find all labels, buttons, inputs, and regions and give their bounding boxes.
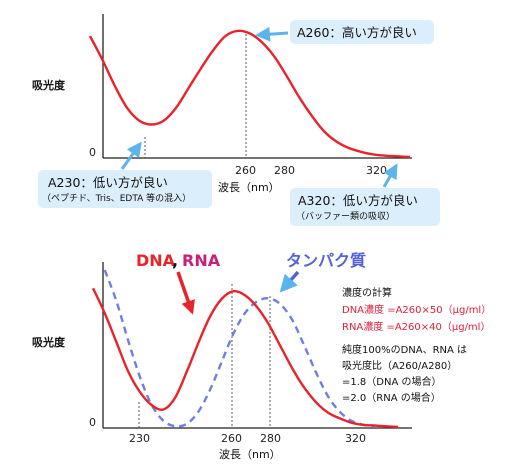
a230-arrow (120, 141, 142, 170)
note-purity-1: 純度100%のDNA、RNA は (342, 343, 467, 356)
panel1-tick-280: 280 (274, 164, 295, 177)
a320-arrow (382, 163, 398, 188)
a230-callout-subtext: （ペプチド、Tris、EDTA 等の混入） (42, 192, 191, 204)
legend-dna-arrow (176, 271, 195, 315)
legend-rna: RNA (182, 251, 221, 270)
panel2-dna-rna-curve (91, 287, 399, 429)
legend-protein-arrow (279, 270, 300, 293)
note-rna: RNA濃度 =A260×40（μg/ml） (342, 320, 490, 333)
panel2-tick-280: 280 (260, 432, 281, 445)
a260-callout-text: A260：高い方が良い (297, 25, 417, 40)
legend-dna: DNA (136, 251, 176, 270)
panel2-protein-curve (103, 269, 375, 429)
panel1-y-label: 吸光度 (32, 78, 66, 92)
note-purity-4: =2.0（RNA の場合） (342, 391, 441, 404)
a230-callout (38, 170, 212, 208)
a260-callout (290, 20, 434, 44)
panel2-x-label: 波長（nm） (219, 448, 281, 461)
panel1-tick-320: 320 (366, 164, 387, 177)
a320-callout-text: A320：低い方が良い (298, 193, 418, 208)
panel-2: 吸光度 0 230 260 280 320 波長（nm） DNA , RNA タ… (32, 251, 491, 461)
note-purity-3: =1.8（DNA の場合） (342, 375, 441, 388)
legend-protein: タンパク質 (286, 251, 366, 270)
panel2-tick-230: 230 (129, 432, 150, 445)
panel1-tick-260: 260 (235, 164, 256, 177)
panel1-x-label: 波長（nm） (218, 181, 280, 194)
panel1-absorbance-curve (88, 29, 411, 159)
panel1-y-zero: 0 (89, 146, 96, 159)
a260-arrow (255, 26, 289, 42)
a320-callout (290, 188, 440, 226)
legend-comma: , (172, 251, 178, 270)
panel2-y-label: 吸光度 (32, 335, 66, 349)
panel2-y-zero: 0 (89, 416, 96, 429)
panel2-tick-320: 320 (345, 432, 366, 445)
note-dna: DNA濃度 =A260×50（μg/ml） (342, 303, 491, 316)
note-purity-2: 吸光度比（A260/A280） (342, 359, 457, 372)
a230-callout-text: A230：低い方が良い (48, 175, 168, 190)
note-title: 濃度の計算 (342, 286, 392, 299)
panel-1: 吸光度 0 260 280 320 波長（nm） A260：高い方が良い A23… (32, 14, 440, 226)
a320-callout-subtext: （バッファー類の吸収） (296, 210, 395, 222)
panel2-tick-260: 260 (221, 432, 242, 445)
